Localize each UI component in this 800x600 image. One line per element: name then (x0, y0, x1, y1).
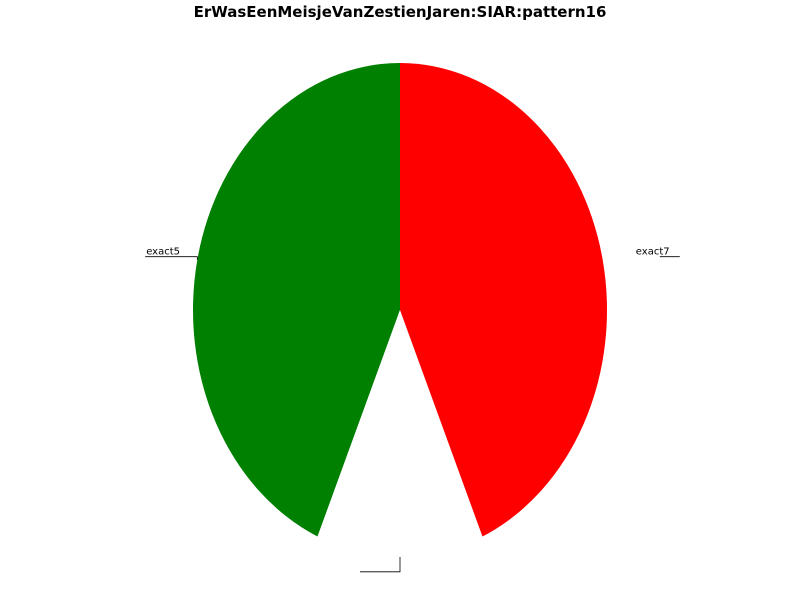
slice-label-text: exact5 (146, 247, 180, 258)
pie-label-exact5: exact5 (145, 247, 198, 260)
slice-label-text: exact7 (636, 247, 670, 258)
pie-slice-blank-1 (317, 310, 483, 557)
leader-line (360, 557, 401, 573)
chart-title: ErWasEenMeisjeVanZestienJaren:SIAR:patte… (193, 3, 607, 21)
pie-label-blank-1 (360, 557, 401, 573)
pie-slice-exact7 (400, 63, 607, 537)
leader-line (145, 256, 198, 260)
pie-label-exact7: exact7 (636, 247, 680, 258)
pie-slice-exact5 (193, 63, 400, 537)
pie-labels: exact5 exact7 (145, 247, 680, 573)
pie-slices (193, 63, 607, 557)
